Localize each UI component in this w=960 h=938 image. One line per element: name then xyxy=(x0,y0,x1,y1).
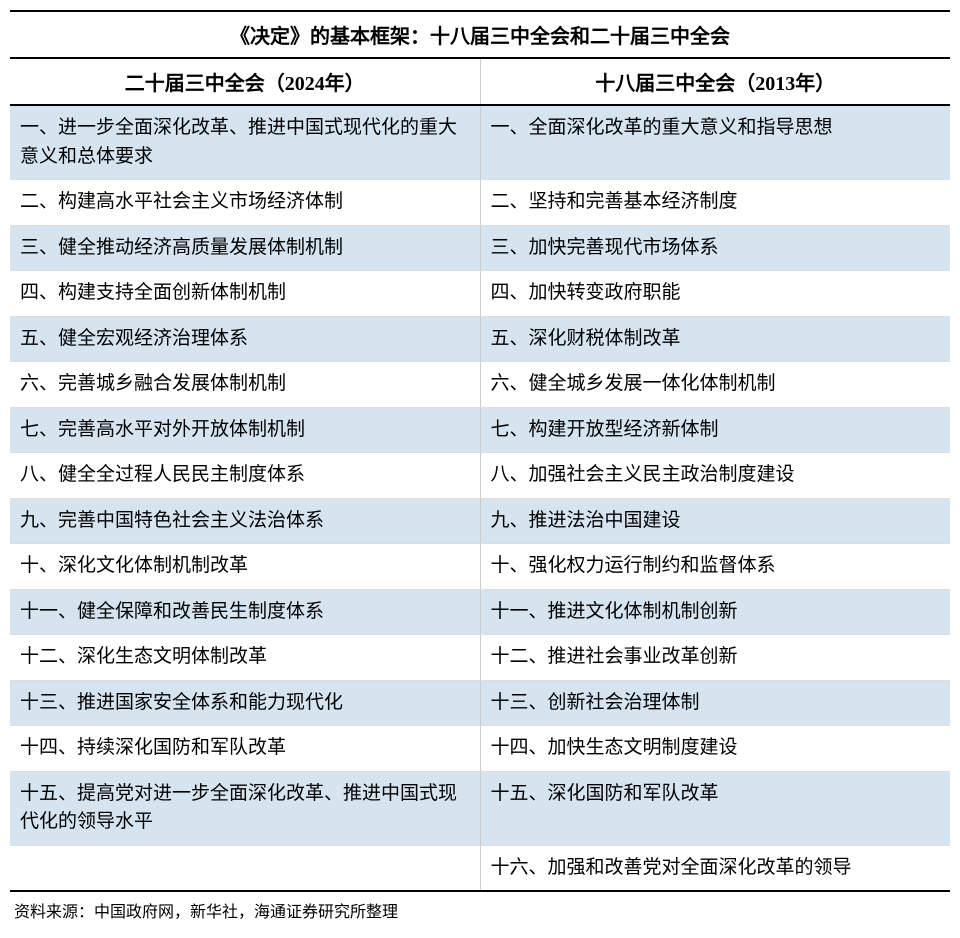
table-row: 五、健全宏观经济治理体系五、深化财税体制改革 xyxy=(10,317,950,363)
table-row: 一、进一步全面深化改革、推进中国式现代化的重大意义和总体要求一、全面深化改革的重… xyxy=(10,106,950,180)
cell-right: 七、构建开放型经济新体制 xyxy=(481,408,951,453)
comparison-table: 《决定》的基本框架：十八届三中全会和二十届三中全会 二十届三中全会（2024年）… xyxy=(10,10,950,928)
source-text: 资料来源：中国政府网，新华社，海通证券研究所整理 xyxy=(10,892,950,928)
column-header-right: 十八届三中全会（2013年） xyxy=(481,59,951,104)
table-row: 九、完善中国特色社会主义法治体系九、推进法治中国建设 xyxy=(10,499,950,545)
table-row: 二、构建高水平社会主义市场经济体制二、坚持和完善基本经济制度 xyxy=(10,180,950,226)
cell-left: 十三、推进国家安全体系和能力现代化 xyxy=(10,681,481,726)
cell-left: 三、健全推动经济高质量发展体制机制 xyxy=(10,226,481,271)
table-body: 一、进一步全面深化改革、推进中国式现代化的重大意义和总体要求一、全面深化改革的重… xyxy=(10,106,950,890)
cell-left: 八、健全全过程人民民主制度体系 xyxy=(10,453,481,498)
cell-right: 十三、创新社会治理体制 xyxy=(481,681,951,726)
cell-right: 十四、加快生态文明制度建设 xyxy=(481,726,951,771)
cell-left: 十五、提高党对进一步全面深化改革、推进中国式现代化的领导水平 xyxy=(10,772,481,845)
table-row: 十六、加强和改善党对全面深化改革的领导 xyxy=(10,846,950,891)
cell-left: 十、深化文化体制机制改革 xyxy=(10,544,481,589)
table-row: 十、深化文化体制机制改革十、强化权力运行制约和监督体系 xyxy=(10,544,950,590)
cell-right: 六、健全城乡发展一体化体制机制 xyxy=(481,362,951,407)
cell-right: 九、推进法治中国建设 xyxy=(481,499,951,544)
cell-right: 二、坚持和完善基本经济制度 xyxy=(481,180,951,225)
cell-right: 十五、深化国防和军队改革 xyxy=(481,772,951,845)
cell-left: 十二、深化生态文明体制改革 xyxy=(10,635,481,680)
cell-right: 四、加快转变政府职能 xyxy=(481,271,951,316)
table-row: 四、构建支持全面创新体制机制四、加快转变政府职能 xyxy=(10,271,950,317)
cell-left: 四、构建支持全面创新体制机制 xyxy=(10,271,481,316)
cell-right: 十六、加强和改善党对全面深化改革的领导 xyxy=(481,846,951,891)
cell-left: 六、完善城乡融合发展体制机制 xyxy=(10,362,481,407)
column-header-left: 二十届三中全会（2024年） xyxy=(10,59,481,104)
table-row: 十四、持续深化国防和军队改革十四、加快生态文明制度建设 xyxy=(10,726,950,772)
table-row: 八、健全全过程人民民主制度体系八、加强社会主义民主政治制度建设 xyxy=(10,453,950,499)
cell-left: 九、完善中国特色社会主义法治体系 xyxy=(10,499,481,544)
table-row: 十五、提高党对进一步全面深化改革、推进中国式现代化的领导水平十五、深化国防和军队… xyxy=(10,772,950,846)
cell-left: 十一、健全保障和改善民生制度体系 xyxy=(10,590,481,635)
cell-left xyxy=(10,846,481,891)
table-row: 十一、健全保障和改善民生制度体系十一、推进文化体制机制创新 xyxy=(10,590,950,636)
cell-left: 二、构建高水平社会主义市场经济体制 xyxy=(10,180,481,225)
cell-left: 一、进一步全面深化改革、推进中国式现代化的重大意义和总体要求 xyxy=(10,106,481,179)
cell-right: 三、加快完善现代市场体系 xyxy=(481,226,951,271)
cell-right: 十、强化权力运行制约和监督体系 xyxy=(481,544,951,589)
cell-right: 五、深化财税体制改革 xyxy=(481,317,951,362)
table-row: 七、完善高水平对外开放体制机制七、构建开放型经济新体制 xyxy=(10,408,950,454)
cell-left: 七、完善高水平对外开放体制机制 xyxy=(10,408,481,453)
table-row: 六、完善城乡融合发展体制机制六、健全城乡发展一体化体制机制 xyxy=(10,362,950,408)
cell-right: 八、加强社会主义民主政治制度建设 xyxy=(481,453,951,498)
table-row: 十三、推进国家安全体系和能力现代化十三、创新社会治理体制 xyxy=(10,681,950,727)
cell-right: 一、全面深化改革的重大意义和指导思想 xyxy=(481,106,951,179)
table-row: 三、健全推动经济高质量发展体制机制三、加快完善现代市场体系 xyxy=(10,226,950,272)
cell-left: 五、健全宏观经济治理体系 xyxy=(10,317,481,362)
cell-right: 十一、推进文化体制机制创新 xyxy=(481,590,951,635)
cell-left: 十四、持续深化国防和军队改革 xyxy=(10,726,481,771)
cell-right: 十二、推进社会事业改革创新 xyxy=(481,635,951,680)
table-row: 十二、深化生态文明体制改革十二、推进社会事业改革创新 xyxy=(10,635,950,681)
table-title: 《决定》的基本框架：十八届三中全会和二十届三中全会 xyxy=(10,10,950,59)
table-header-row: 二十届三中全会（2024年） 十八届三中全会（2013年） xyxy=(10,59,950,106)
